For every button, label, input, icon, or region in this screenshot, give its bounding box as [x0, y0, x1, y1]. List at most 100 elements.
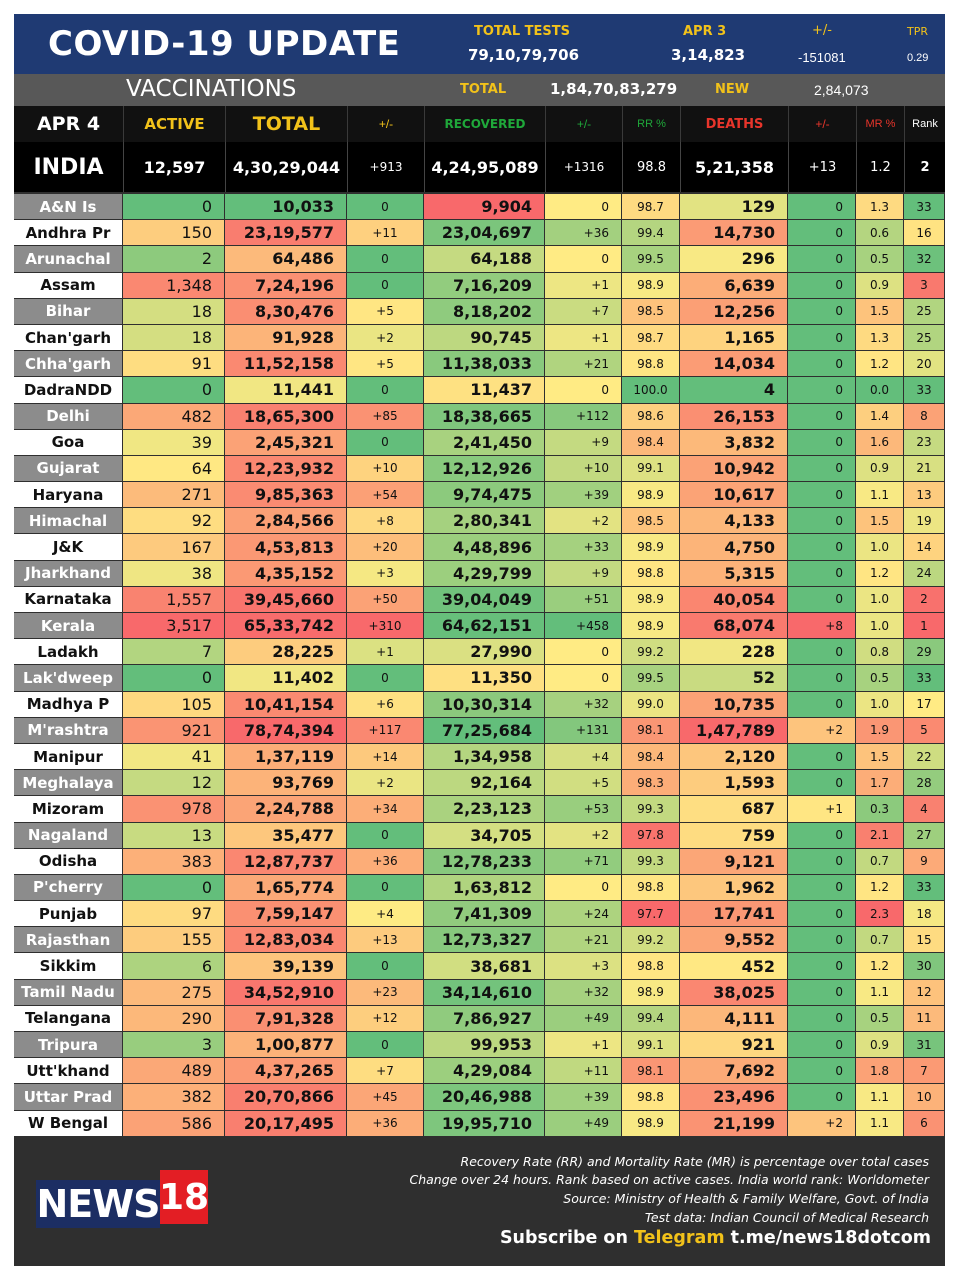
- active-cell: 489: [123, 1058, 224, 1084]
- active-cell: 92: [123, 508, 224, 534]
- recovered-cell: 64,188: [424, 246, 544, 272]
- recovered-change-cell: +112: [545, 403, 621, 429]
- total-change-cell: +11: [347, 220, 423, 246]
- deaths-cell: 4,111: [680, 1005, 787, 1031]
- telegram-link[interactable]: t.me/news18dotcom: [730, 1228, 931, 1248]
- total-change-cell: 0: [347, 822, 423, 848]
- rank-cell: 30: [904, 953, 944, 979]
- recovered-change-cell: +39: [545, 482, 621, 508]
- table-row: Kerala 3,517 65,33,742 +310 64,62,151 +458 98.…: [14, 613, 945, 639]
- rr-cell: 98.4: [622, 429, 679, 455]
- rr-cell: 98.4: [622, 743, 679, 770]
- mr-cell: 1.2: [856, 953, 903, 979]
- recovered-cell: 64,62,151: [424, 613, 544, 639]
- state-name: Uttar Prad: [14, 1084, 122, 1110]
- total-cell: 4,37,265: [225, 1058, 346, 1084]
- mr-cell: 0.5: [856, 246, 903, 272]
- deaths-cell: 4,133: [680, 508, 787, 534]
- table-row: Assam 1,348 7,24,196 0 7,16,209 +1 98.9 6,639 0 0…: [14, 272, 945, 299]
- mr-cell: 1.5: [856, 743, 903, 770]
- subscribe-prefix: Subscribe on: [499, 1228, 628, 1248]
- rr-cell: 98.5: [622, 508, 679, 534]
- active-cell: 921: [123, 717, 224, 743]
- active-cell: 3: [123, 1032, 224, 1058]
- deaths-change-cell: 0: [788, 1084, 855, 1110]
- total-cell: 7,24,196: [225, 272, 346, 298]
- rank-cell: 11: [904, 1005, 944, 1031]
- state-name: A&N Is: [14, 194, 122, 220]
- active-cell: 0: [123, 665, 224, 691]
- total-cell: 28,225: [225, 639, 346, 665]
- recovered-cell: 1,63,812: [424, 874, 544, 901]
- state-name: Lak'dweep: [14, 665, 122, 691]
- active-cell: 39: [123, 429, 224, 455]
- state-name: Delhi: [14, 403, 122, 429]
- state-name: Tamil Nadu: [14, 979, 122, 1005]
- deaths-change-cell: 0: [788, 298, 855, 324]
- table-row: Lak'dweep 0 11,402 0 11,350 0 99.5 52 0 0.5 33: [14, 665, 945, 691]
- deaths-change-cell: 0: [788, 272, 855, 298]
- total-change-cell: 0: [347, 665, 423, 691]
- total-change-cell: +2: [347, 770, 423, 796]
- deaths-cell: 40,054: [680, 586, 787, 612]
- state-name: Nagaland: [14, 822, 122, 848]
- footnote-change: Change over 24 hours. Rank based on acti…: [409, 1172, 929, 1187]
- mr-cell: 0.0: [856, 377, 903, 403]
- recovered-change-cell: 0: [545, 377, 621, 403]
- recovered-cell: 4,29,084: [424, 1058, 544, 1084]
- mr-cell: 0.9: [856, 455, 903, 482]
- mr-cell: 1.9: [856, 717, 903, 743]
- state-name: Rajasthan: [14, 927, 122, 953]
- rank-cell: 19: [904, 508, 944, 534]
- rr-cell: 99.1: [622, 455, 679, 482]
- recovered-cell: 9,74,475: [424, 482, 544, 508]
- date-value: 3,14,823: [671, 46, 746, 64]
- total-cell: 11,402: [225, 665, 346, 691]
- rank-cell: 16: [904, 220, 944, 246]
- mr-cell: 0.5: [856, 665, 903, 691]
- active-cell: 7: [123, 639, 224, 665]
- table-row: M'rashtra 921 78,74,394 +117 77,25,684 +131 98…: [14, 717, 945, 744]
- rank-cell: 10: [904, 1084, 944, 1110]
- rank-cell: 17: [904, 691, 944, 717]
- total-cell: 78,74,394: [225, 717, 346, 743]
- total-change-cell: +54: [347, 482, 423, 508]
- india-recovered-change: +1316: [545, 142, 622, 192]
- deaths-change-cell: 0: [788, 953, 855, 979]
- total-cell: 4,53,813: [225, 534, 346, 560]
- table-row: Odisha 383 12,87,737 +36 12,78,233 +71 99.3 9,1…: [14, 848, 945, 875]
- deaths-cell: 14,034: [680, 351, 787, 377]
- deaths-change-cell: 0: [788, 927, 855, 953]
- table-row: Sikkim 6 39,139 0 38,681 +3 98.8 452 0 1.2 30: [14, 953, 945, 979]
- table-row: Mizoram 978 2,24,788 +34 2,23,123 +53 99.3 687 +…: [14, 796, 945, 822]
- mr-cell: 1.7: [856, 770, 903, 796]
- mr-cell: 0.5: [856, 1005, 903, 1031]
- mr-cell: 0.7: [856, 927, 903, 953]
- total-cell: 64,486: [225, 246, 346, 272]
- total-cell: 2,45,321: [225, 429, 346, 455]
- recovered-cell: 11,437: [424, 377, 544, 403]
- deaths-cell: 452: [680, 953, 787, 979]
- total-change-cell: 0: [347, 272, 423, 298]
- footnote-source: Source: Ministry of Health & Family Welf…: [563, 1191, 929, 1206]
- recovered-change-cell: +1: [545, 1032, 621, 1058]
- recovered-cell: 10,30,314: [424, 691, 544, 717]
- recovered-change-cell: +2: [545, 508, 621, 534]
- active-cell: 38: [123, 560, 224, 586]
- mr-cell: 1.5: [856, 508, 903, 534]
- recovered-change-cell: +49: [545, 1005, 621, 1031]
- recovered-cell: 38,681: [424, 953, 544, 979]
- state-name: Gujarat: [14, 455, 122, 482]
- title-bar: COVID-19 UPDATE TOTAL TESTS 79,10,79,706…: [14, 14, 945, 74]
- india-rank: 2: [904, 142, 945, 192]
- deaths-cell: 7,692: [680, 1058, 787, 1084]
- column-header-total: TOTAL: [225, 106, 347, 142]
- state-name: J&K: [14, 534, 122, 560]
- deaths-change-cell: 0: [788, 429, 855, 455]
- deaths-change-cell: 0: [788, 1005, 855, 1031]
- rank-cell: 23: [904, 429, 944, 455]
- total-cell: 11,52,158: [225, 351, 346, 377]
- deaths-change-cell: 0: [788, 220, 855, 246]
- deaths-cell: 9,121: [680, 848, 787, 874]
- active-cell: 12: [123, 770, 224, 796]
